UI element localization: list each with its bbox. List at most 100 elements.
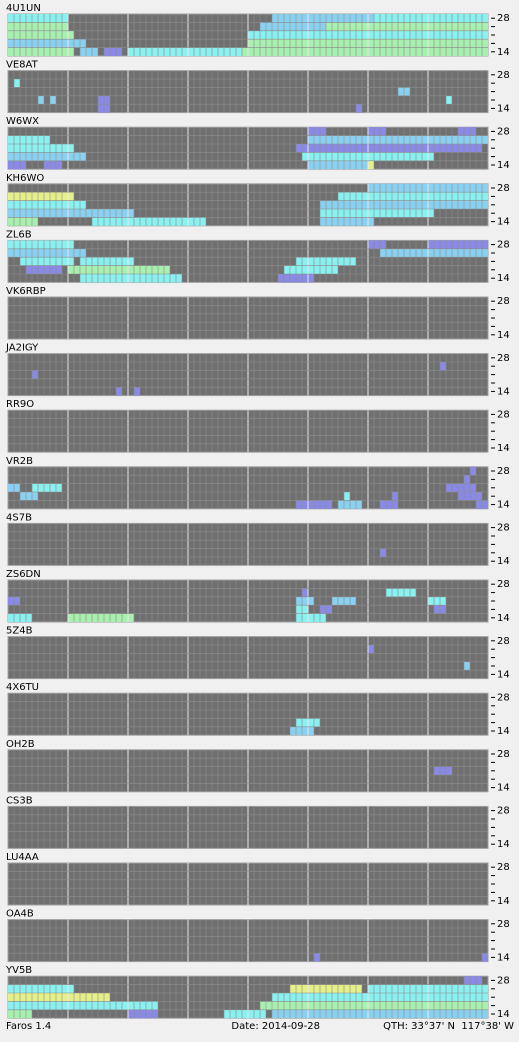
signal-cells: [344, 492, 350, 501]
band-label: 14: [497, 556, 510, 567]
callsign: YV5B: [5, 965, 32, 976]
band-label: 28: [497, 749, 510, 760]
signal-cells: [8, 144, 74, 153]
signal-cells: [8, 200, 86, 209]
band-label: 14: [497, 386, 510, 397]
band-label: 28: [497, 126, 510, 137]
beacon-panel: KH6WO 28 14: [6, 173, 510, 228]
signal-cells: [68, 265, 170, 274]
signal-cells: [470, 466, 476, 476]
band-label: 14: [497, 669, 510, 680]
band-label: 14: [497, 160, 510, 171]
band-label: 14: [497, 217, 510, 228]
band-label: 28: [497, 70, 510, 81]
beacon-panel: W6WX 28 14: [6, 116, 510, 171]
callsign: CS3B: [6, 795, 33, 806]
beacon-panel: LU4AA 28 14: [6, 852, 510, 907]
signal-cells: [128, 1009, 158, 1019]
band-label: 14: [497, 896, 510, 907]
signal-cells: [38, 95, 44, 105]
callsign: LU4AA: [6, 852, 39, 863]
signal-cells: [8, 217, 38, 226]
signal-cells: [380, 500, 398, 509]
signal-cells: [368, 645, 374, 654]
callsign: RR9O: [6, 399, 34, 410]
signal-cells: [8, 39, 86, 48]
signal-cells: [14, 79, 20, 88]
signal-cells: [464, 976, 482, 985]
signal-cells: [440, 362, 446, 371]
signal-cells: [296, 613, 326, 622]
band-label: 28: [497, 240, 510, 251]
signal-cells: [320, 217, 374, 226]
signal-cells: [296, 596, 314, 606]
signal-cells: [104, 47, 122, 56]
band-label: 14: [497, 500, 510, 511]
signal-cells: [302, 588, 308, 597]
band-label: 28: [497, 692, 510, 703]
band-label: 28: [497, 636, 510, 647]
signal-cells: [20, 257, 74, 266]
band-label: 28: [497, 523, 510, 534]
band-label: 14: [497, 726, 510, 737]
callsign: 5Z4B: [6, 626, 33, 637]
beacon-panel: CS3B 28 14: [6, 795, 510, 850]
signal-cells: [8, 152, 86, 161]
signal-cells: [8, 240, 74, 249]
signal-cells: [8, 993, 110, 1002]
app-version: Faros 1.4: [6, 1021, 51, 1032]
signal-cells: [368, 127, 386, 136]
band-label: 14: [497, 273, 510, 284]
callsign: JA2IGY: [5, 343, 39, 354]
signal-cells: [368, 240, 386, 249]
callsign: 4S7B: [6, 512, 32, 523]
signal-cells: [50, 95, 56, 105]
band-label: 14: [497, 330, 510, 341]
signal-cells: [8, 984, 74, 993]
signal-cells: [116, 387, 122, 396]
band-label: 14: [497, 1009, 510, 1020]
callsign: ZS6DN: [6, 569, 41, 580]
signal-cells: [446, 483, 476, 492]
signal-cells: [326, 22, 488, 31]
band-label: 28: [497, 862, 510, 873]
band-label: 14: [497, 839, 510, 850]
signal-cells: [8, 160, 26, 170]
qth: QTH: 33°37' N 117°38' W: [383, 1021, 514, 1032]
band-label: 28: [497, 579, 510, 590]
signal-cells: [464, 661, 470, 671]
band-label: 14: [497, 613, 510, 624]
signal-cells: [8, 192, 74, 201]
signal-cells: [260, 22, 326, 31]
band-label: 14: [497, 783, 510, 794]
beacon-panel: OH2B 28 14: [6, 739, 510, 794]
signal-cells: [464, 475, 470, 484]
signal-cells: [32, 483, 62, 492]
signal-cells: [338, 192, 488, 201]
beacon-panel: OA4B 28 14: [6, 909, 510, 964]
callsign: 4U1UN: [6, 3, 41, 14]
band-label: 28: [497, 409, 510, 420]
band-label: 14: [497, 952, 510, 963]
signal-cells: [296, 144, 482, 153]
beacon-panel: 4X6TU 28 14: [6, 682, 510, 737]
signal-cells: [392, 492, 398, 501]
signal-cells: [80, 47, 98, 56]
band-label: 28: [497, 919, 510, 930]
signal-cells: [68, 613, 134, 622]
band-label: 14: [497, 103, 510, 114]
signal-cells: [284, 265, 338, 274]
signal-cells: [44, 160, 62, 170]
callsign: W6WX: [6, 116, 39, 127]
band-label: 28: [497, 296, 510, 307]
signal-cells: [434, 766, 452, 775]
band-label: 28: [497, 806, 510, 817]
band-label: 28: [497, 13, 510, 24]
signal-cells: [272, 14, 374, 23]
signal-cells: [374, 14, 488, 23]
beacon-panel: 4U1UN 28 14: [6, 3, 510, 58]
callsign: VR2B: [6, 456, 33, 467]
signal-cells: [8, 209, 134, 218]
callsign: 4X6TU: [6, 682, 39, 693]
signal-cells: [356, 104, 362, 113]
